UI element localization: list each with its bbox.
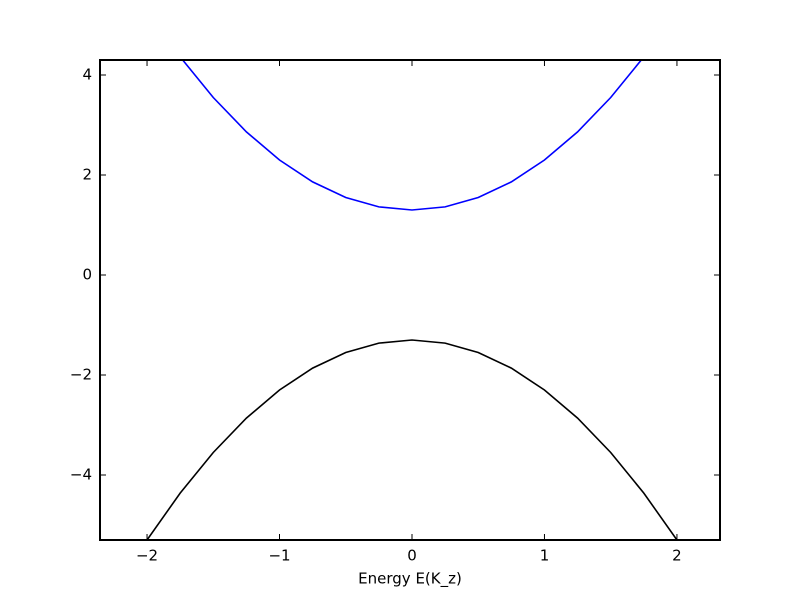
y-tick-label: 0 (82, 266, 92, 284)
x-axis-label: Energy E(K_z) (358, 570, 462, 589)
x-tick-label: −2 (136, 547, 158, 565)
plot-frame (99, 59, 721, 541)
y-tick-label: −4 (70, 466, 92, 484)
x-tick-label: 1 (540, 547, 550, 565)
x-tick-label: 0 (407, 547, 417, 565)
y-tick-label: 2 (82, 166, 92, 184)
x-tick-label: 2 (672, 547, 682, 565)
line-series (181, 60, 643, 211)
y-tick-label: −2 (70, 366, 92, 384)
line-series (146, 339, 678, 540)
y-tick-label: 4 (82, 66, 92, 84)
x-tick-label: −1 (268, 547, 290, 565)
